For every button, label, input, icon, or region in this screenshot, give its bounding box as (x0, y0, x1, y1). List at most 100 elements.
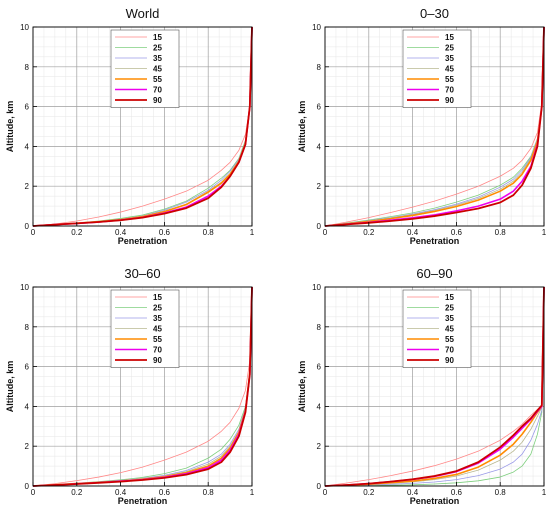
x-tick-label: 0.4 (115, 488, 127, 497)
legend-label-70: 70 (445, 86, 454, 95)
x-tick-label: 1 (250, 488, 255, 497)
series-line-90 (324, 26, 545, 227)
series-line-90 (32, 26, 253, 227)
x-tick-label: 0.2 (71, 488, 83, 497)
x-tick-label: 1 (542, 228, 547, 237)
plot-frame (32, 286, 253, 487)
x-tick-label: 0.2 (363, 228, 375, 237)
plot-frame (32, 26, 253, 227)
legend-label-15: 15 (445, 293, 454, 302)
series-line-15 (32, 26, 253, 227)
legend-label-45: 45 (445, 65, 454, 74)
legend-label-55: 55 (153, 75, 162, 84)
x-axis-label: Penetration (410, 496, 460, 506)
legend-label-35: 35 (153, 54, 162, 63)
legend-label-55: 55 (445, 335, 454, 344)
chart-panel-0: 0 0.2 0.4 0.6 0.8 10246810WorldPenetrationAlt… (5, 6, 255, 246)
legend-label-70: 70 (153, 346, 162, 355)
y-tick-label: 2 (317, 182, 322, 191)
legend-label-55: 55 (445, 75, 454, 84)
legend-label-90: 90 (445, 96, 454, 105)
legend-label-45: 45 (445, 325, 454, 334)
chart-title: World (126, 6, 160, 21)
legend-label-90: 90 (445, 356, 454, 365)
series-line-90 (324, 286, 545, 487)
y-axis-label: Altitude, km (297, 101, 307, 153)
y-tick-label: 6 (25, 103, 30, 112)
chart-title: 0–30 (420, 6, 449, 21)
y-tick-label: 4 (25, 142, 30, 151)
x-tick-label: 0.4 (407, 228, 419, 237)
legend-label-90: 90 (153, 96, 162, 105)
x-tick-label: 0.8 (203, 228, 215, 237)
x-tick-label: 0 (323, 228, 328, 237)
plot-frame (324, 26, 545, 227)
y-tick-label: 0 (317, 222, 322, 231)
y-tick-label: 10 (20, 23, 29, 32)
chart-panel-1: 0 0.2 0.4 0.6 0.8 102468100–30PenetrationAlti… (297, 6, 547, 246)
y-tick-label: 10 (20, 283, 29, 292)
x-tick-label: 0 (31, 488, 36, 497)
x-tick-label: 0.2 (71, 228, 83, 237)
x-tick-label: 0.8 (495, 228, 507, 237)
y-tick-label: 6 (317, 363, 322, 372)
series-line-15 (324, 286, 545, 487)
y-tick-label: 8 (25, 63, 30, 72)
x-tick-label: 1 (542, 488, 547, 497)
x-tick-label: 0.6 (451, 228, 463, 237)
legend-label-25: 25 (445, 44, 454, 53)
y-tick-label: 2 (25, 182, 30, 191)
legend-label-90: 90 (153, 356, 162, 365)
legend-label-55: 55 (153, 335, 162, 344)
x-tick-label: 0.8 (203, 488, 215, 497)
x-tick-label: 0.6 (451, 488, 463, 497)
y-tick-label: 4 (317, 142, 322, 151)
legend-label-25: 25 (153, 44, 162, 53)
x-tick-label: 0 (31, 228, 36, 237)
x-axis-label: Penetration (118, 496, 168, 506)
legend-label-45: 45 (153, 325, 162, 334)
x-tick-label: 0.4 (407, 488, 419, 497)
legend-label-15: 15 (153, 293, 162, 302)
x-tick-label: 0.6 (159, 228, 171, 237)
y-tick-label: 8 (317, 323, 322, 332)
y-tick-label: 6 (25, 363, 30, 372)
series-line-55 (324, 26, 545, 227)
y-tick-label: 10 (312, 23, 321, 32)
y-tick-label: 2 (317, 442, 322, 451)
chart-title: 30–60 (124, 266, 160, 281)
y-axis-label: Altitude, km (297, 361, 307, 413)
x-axis-label: Penetration (410, 236, 460, 246)
y-tick-label: 0 (25, 482, 30, 491)
series-line-15 (324, 26, 545, 227)
legend-label-35: 35 (445, 314, 454, 323)
x-tick-label: 0.2 (363, 488, 375, 497)
series-line-90 (32, 286, 253, 487)
y-tick-label: 6 (317, 103, 322, 112)
y-tick-label: 0 (317, 482, 322, 491)
x-tick-label: 0.4 (115, 228, 127, 237)
legend-label-35: 35 (153, 314, 162, 323)
x-axis-label: Penetration (118, 236, 168, 246)
legend-label-15: 15 (153, 33, 162, 42)
x-tick-label: 1 (250, 228, 255, 237)
legend-label-70: 70 (153, 86, 162, 95)
y-tick-label: 2 (25, 442, 30, 451)
legend-label-25: 25 (445, 304, 454, 313)
legend-label-15: 15 (445, 33, 454, 42)
plot-frame (324, 286, 545, 487)
legend-label-45: 45 (153, 65, 162, 74)
chart-panel-3: 0 0.2 0.4 0.6 0.8 1024681060–90PenetrationAlt… (297, 266, 547, 506)
y-tick-label: 4 (25, 402, 30, 411)
chart-title: 60–90 (416, 266, 452, 281)
legend-label-70: 70 (445, 346, 454, 355)
legend-label-35: 35 (445, 54, 454, 63)
chart-panel-2: 0 0.2 0.4 0.6 0.8 1024681030–60PenetrationAlt… (5, 266, 255, 506)
y-tick-label: 8 (317, 63, 322, 72)
y-axis-label: Altitude, km (5, 101, 15, 153)
